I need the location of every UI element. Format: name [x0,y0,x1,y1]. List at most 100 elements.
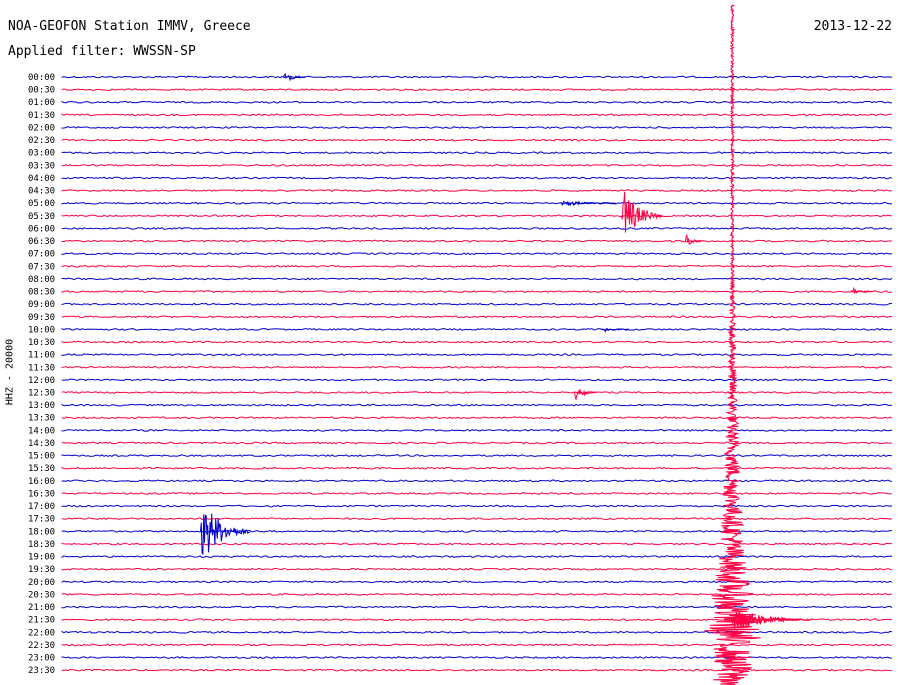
trace-row-1930 [61,567,893,571]
y-tick-label: 10:30 [28,338,55,348]
y-tick-label: 18:00 [28,527,55,537]
trace-row-0300 [61,151,893,155]
trace-row-2200 [61,630,893,634]
y-tick-label: 00:30 [28,86,55,96]
trace-row-1530 [61,466,893,470]
y-tick-label: 08:00 [28,275,55,285]
trace-row-0000 [61,75,893,79]
y-tick-label: 22:30 [28,641,55,651]
trace-row-1330 [61,416,893,420]
trace-row-2000 [61,580,893,584]
trace-row-0100 [61,100,893,104]
y-tick-label: 21:30 [28,616,55,626]
y-tick-label: 21:00 [28,603,55,613]
y-tick-label: 19:30 [28,565,55,575]
y-tick-label: 03:30 [28,161,55,171]
y-tick-label: 10:00 [28,325,55,335]
trace-row-2130 [61,618,893,622]
trace-row-1500 [61,454,893,457]
trace-row-1430 [61,441,893,445]
trace-row-2030 [61,593,893,596]
event-0530 [620,191,663,233]
trace-row-0130 [61,113,893,117]
y-tick-label: 02:00 [28,123,55,133]
y-tick-label: 16:30 [28,489,55,499]
y-tick-label: 12:00 [28,376,55,386]
event-1000 [601,327,630,334]
trace-row-0700 [61,252,893,256]
trace-row-0730 [61,264,893,268]
y-tick-label: 23:30 [28,666,55,676]
trace-row-0230 [61,138,893,142]
trace-row-2230 [61,643,893,647]
trace-row-0430 [61,189,893,192]
y-tick-label: 14:00 [28,426,55,436]
y-tick-label: 20:30 [28,590,55,600]
chart-title: NOA-GEOFON Station IMMV, Greece [8,19,251,34]
y-tick-label: 17:30 [28,515,55,525]
y-tick-label: 04:00 [28,174,55,184]
event-0630 [684,234,702,245]
trace-row-0330 [61,163,893,167]
y-tick-label: 08:30 [28,288,55,298]
y-tick-label: 13:30 [28,414,55,424]
large-event-signal [704,4,761,685]
trace-row-1630 [61,492,893,495]
trace-row-0800 [61,277,893,281]
trace-row-2330 [61,668,893,672]
trace-row-0400 [61,176,893,180]
trace-row-2300 [61,656,893,659]
trace-row-1400 [61,428,893,432]
trace-row-0530 [61,214,893,218]
trace-row-1830 [61,542,893,546]
y-tick-label: 06:30 [28,237,55,247]
y-tick-label: 22:00 [28,628,55,638]
y-tick-label: 13:00 [28,401,55,411]
trace-row-1900 [61,555,893,559]
y-tick-label: 14:30 [28,439,55,449]
y-tick-label: 01:30 [28,111,55,121]
y-tick-label: 11:30 [28,363,55,373]
trace-row-0030 [61,88,893,91]
y-tick-label: 05:30 [28,212,55,222]
trace-row-1730 [61,517,893,521]
trace-row-1200 [61,378,893,382]
y-tick-label: 17:00 [28,502,55,512]
y-tick-label: 00:00 [28,73,55,83]
trace-row-1100 [61,353,893,357]
trace-row-1130 [61,365,893,369]
y-tick-label: 12:30 [28,389,55,399]
y-tick-label: 15:30 [28,464,55,474]
y-tick-label: 06:00 [28,224,55,234]
event-1800 [200,513,251,555]
y-tick-label: 09:00 [28,300,55,310]
trace-row-0930 [61,315,893,319]
y-tick-label: 03:00 [28,149,55,159]
y-tick-label: 05:00 [28,199,55,209]
trace-row-0900 [61,302,893,306]
event-1230 [574,389,597,400]
trace-row-1600 [61,479,893,483]
y-tick-label: 07:00 [28,250,55,260]
y-tick-label: 18:30 [28,540,55,550]
y-tick-label: 16:00 [28,477,55,487]
trace-row-0630 [61,239,893,243]
event-0830 [850,286,874,295]
event-0000 [283,72,306,82]
trace-row-0830 [61,290,893,293]
y-tick-label: 07:30 [28,262,55,272]
trace-row-0600 [61,227,893,230]
trace-row-1300 [61,403,893,407]
y-tick-label: 09:30 [28,313,55,323]
trace-row-1000 [61,328,893,331]
y-tick-label: 11:00 [28,351,55,361]
y-tick-label: 01:00 [28,98,55,108]
trace-row-1230 [61,391,893,394]
y-tick-label: 15:00 [28,452,55,462]
trace-row-2100 [61,605,893,609]
y-tick-label: 04:30 [28,187,55,197]
large-event-coda [731,612,813,629]
chart-date: 2013-12-22 [813,19,892,34]
trace-row-1800 [61,529,893,533]
